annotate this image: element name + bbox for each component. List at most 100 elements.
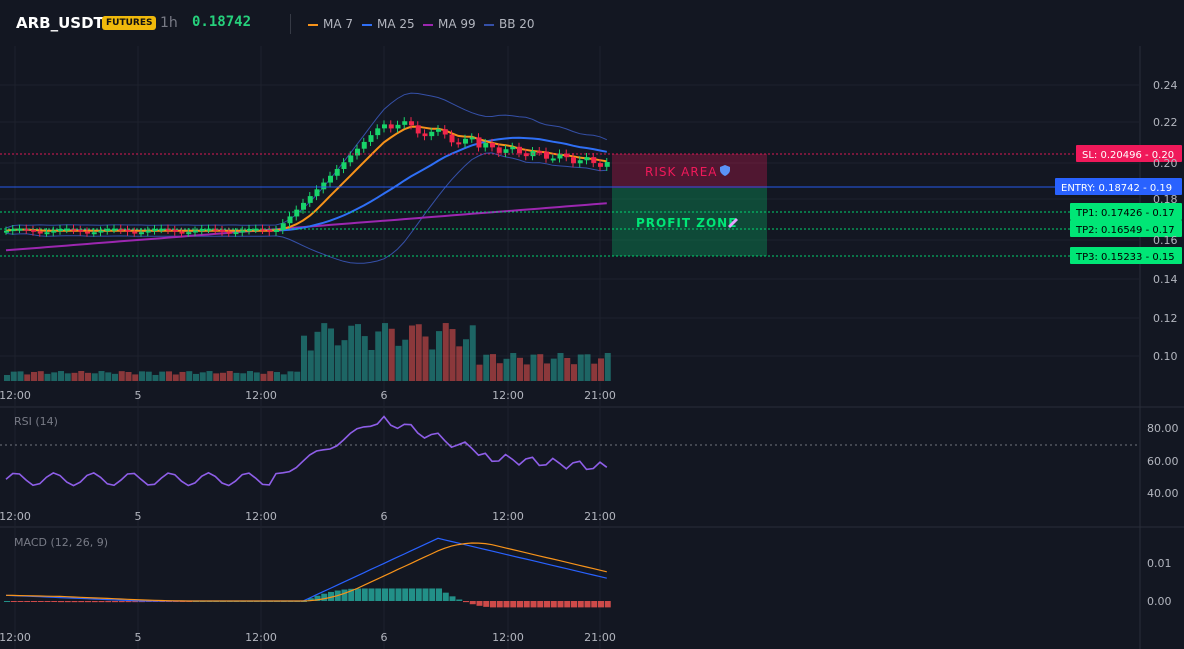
volume-bar [469,325,476,381]
volume-bar [240,373,247,381]
candle-body [253,228,259,231]
price-level-text: SL: 0.20496 - 0.20 [1082,150,1174,161]
macd-hist-bar [314,595,321,601]
candle-body [17,228,23,231]
volume-bar [584,354,591,381]
volume-bar [301,335,307,381]
candle-body [105,229,111,232]
price-level-tag[interactable] [1070,203,1182,220]
time-tick: 12:00 [245,389,277,402]
time-tick: 21:00 [584,510,616,523]
candle-body [139,232,144,235]
ma7-line [5,125,607,232]
macd-hist-bar [517,601,523,608]
macd-hist-bar [598,601,604,608]
price-level-tag[interactable] [1070,220,1182,237]
macd-hist-bar [571,601,577,608]
macd-hist-bar [10,601,17,602]
candle-body [402,121,408,125]
legend-ma25[interactable]: MA 25 [362,17,415,31]
legend-ma7[interactable]: MA 7 [308,17,353,31]
volume-bar [71,372,78,381]
candle-body [503,149,509,153]
volume-bar [24,374,31,381]
volume-bar [328,328,334,381]
price-level-lines: SL: 0.20496 - 0.20 ENTRY: 0.18742 - 0.19 T… [0,145,1182,264]
time-tick: 12:00 [492,631,524,644]
macd-hist-bar [375,588,382,601]
candle-body [321,182,327,190]
volume-bar [490,354,496,381]
price-tick: 0.24 [1153,79,1178,92]
rsi-tick: 60.00 [1147,455,1179,468]
macd-hist-bar [91,601,98,603]
symbol-name[interactable]: ARB_USDT [16,14,104,32]
candle-body [577,160,583,164]
legend-bb20[interactable]: BB 20 [484,17,535,31]
time-axes: 12:00 5 12:00 6 12:00 21:00 12:00 5 12:00 6 12:00 2… [0,389,616,644]
volume-bar [449,329,456,381]
macd-hist-bar [422,588,429,601]
candle-body [355,148,360,156]
volume-bar [247,371,253,381]
candle-body [125,229,131,232]
candle-body [388,124,394,129]
legend-ma99[interactable]: MA 99 [423,17,476,31]
header-divider [290,14,291,34]
volume-bar [355,324,361,381]
candle-body [166,228,171,231]
volume-bar [233,372,240,381]
macd-hist-bar [368,588,375,601]
candle-body [368,135,374,142]
price-level-tag[interactable] [1070,247,1182,264]
macd-hist-bar [584,601,591,608]
time-tick: 12:00 [0,510,31,523]
volume-bar [267,371,274,381]
macd-hist-bar [125,601,132,603]
price-tick: 0.16 [1153,234,1178,247]
volume-bar [564,358,571,381]
candle-body [98,230,104,233]
volume-bar [85,372,91,381]
volume-bar [307,350,314,381]
volume-bar [172,374,179,381]
macd-hist-bar [4,601,10,602]
price-level-text: TP2: 0.16549 - 0.17 [1075,225,1175,236]
macd-hist-bar [17,601,24,602]
candle-body [341,162,347,170]
price-level-tag[interactable] [1076,145,1182,162]
time-tick: 12:00 [492,510,524,523]
price-level-tag[interactable] [1055,178,1182,195]
price-tick: 0.14 [1153,273,1178,286]
price-axis[interactable]: 0.24 0.22 0.20 0.18 0.16 0.14 0.12 0.10 80.00 60.… [1147,79,1179,608]
macd-hist-bar [490,601,496,608]
macd-hist-bar [496,601,503,608]
time-tick: 12:00 [0,389,31,402]
macd-hist-bar [118,601,125,603]
macd-hist-bar [456,599,463,601]
legend-label: MA 7 [323,17,354,31]
candle-body [199,228,205,231]
interval-selector[interactable]: 1h [160,15,178,31]
macd-hist-bar [564,601,571,608]
macd-hist-bar [37,601,44,602]
volume-bar [152,374,159,381]
macd-hist-bar [98,601,105,603]
candle-body [496,147,502,153]
macd-hist-bar [476,601,483,606]
volume-bar [193,373,199,381]
volume-bar [463,339,469,381]
candle-body [591,157,597,164]
candle-body [112,228,117,231]
volume-bar [375,331,382,381]
volume-bar [503,358,510,381]
candle-body [37,231,43,234]
price-tick: 0.22 [1153,116,1178,129]
candle-body [294,209,300,217]
candle-body [85,231,90,234]
volume-bar [91,373,98,381]
macd-hist-bar [469,601,476,605]
candle-body [64,228,70,231]
candle-body [476,137,482,148]
